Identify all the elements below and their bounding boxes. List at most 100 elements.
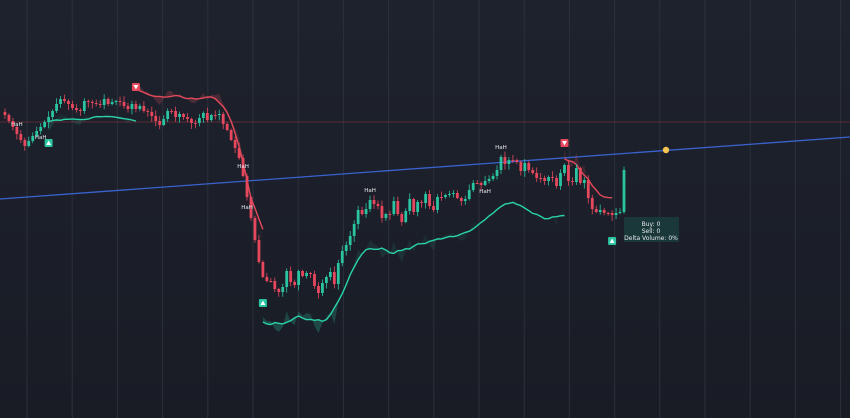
candle-body — [146, 111, 150, 112]
candle-body — [515, 160, 519, 162]
candle-body — [233, 140, 237, 148]
candle-body — [551, 177, 554, 178]
candle-body — [63, 99, 66, 101]
candle-body — [75, 108, 78, 110]
candle-body — [451, 193, 455, 194]
candle-body — [78, 110, 82, 111]
candle-body — [328, 272, 332, 277]
candle-body — [15, 127, 19, 134]
candle-body — [412, 199, 416, 212]
candle-body — [380, 206, 384, 218]
candle-body — [217, 114, 221, 115]
candle-body — [122, 102, 126, 106]
candle-body — [293, 282, 297, 285]
candle-body — [368, 200, 372, 209]
candle-body — [388, 214, 392, 215]
candle-body — [265, 277, 269, 281]
candle-body — [376, 204, 380, 206]
candle-body — [98, 104, 102, 105]
down-arrow-icon — [561, 141, 567, 146]
candle-body — [531, 170, 535, 173]
candle-body — [269, 281, 273, 282]
candle-body — [590, 198, 594, 209]
candle-body — [563, 165, 566, 173]
candle-body — [340, 251, 344, 263]
candle-body — [594, 209, 598, 212]
candle-body — [82, 101, 86, 111]
delta-volume-row: Delta Volume: 0% — [624, 235, 678, 242]
candle-body — [86, 101, 90, 102]
candle-body — [170, 111, 174, 112]
level-label: HaH — [11, 122, 23, 128]
candle-body — [432, 206, 435, 210]
candle-body — [428, 194, 431, 206]
candle-body — [444, 195, 447, 197]
candle-body — [253, 218, 257, 240]
candle-body — [555, 178, 558, 186]
candle-body — [209, 115, 213, 120]
up-arrow-icon — [609, 238, 615, 243]
candle-body — [543, 178, 547, 181]
candle-body — [610, 213, 614, 215]
candle-body — [519, 162, 523, 171]
candle-body — [487, 179, 491, 181]
candle-body — [547, 177, 550, 181]
candle-body — [527, 163, 531, 170]
candle-body — [11, 121, 15, 127]
candle-body — [523, 163, 527, 171]
candle-body — [582, 180, 586, 183]
candle-body — [23, 140, 27, 146]
candle-body — [190, 119, 193, 123]
candle-body — [221, 114, 225, 124]
candle-body — [237, 148, 241, 158]
candle-body — [559, 173, 562, 186]
bullish-band — [48, 115, 137, 123]
level-label: HaH — [364, 188, 376, 194]
candle-body — [134, 104, 138, 109]
down-arrow-icon — [133, 85, 139, 90]
level-label: HaH — [35, 135, 47, 141]
candle-body — [436, 197, 439, 210]
candle-body — [257, 240, 261, 262]
candle-body — [35, 131, 39, 136]
level-label: HaH — [495, 145, 507, 151]
candle-body — [467, 190, 471, 199]
candle-body — [332, 272, 336, 284]
candle-body — [348, 236, 352, 245]
candle-body — [475, 183, 479, 184]
candle-body — [336, 263, 340, 284]
candle-body — [273, 281, 277, 289]
candle-body — [622, 170, 626, 212]
candle-body — [110, 102, 114, 104]
candle-body — [249, 197, 253, 218]
candle-body — [245, 176, 249, 197]
volume-info-box: Buy: 0 Sell: 0 Delta Volume: 0% — [624, 217, 679, 242]
candle-body — [90, 102, 94, 103]
candle-body — [424, 194, 427, 203]
candle-body — [305, 273, 308, 276]
candle-body — [483, 181, 487, 185]
candle-body — [138, 106, 142, 109]
candle-body — [364, 209, 368, 214]
bearish-band — [135, 88, 264, 230]
candle-body — [55, 104, 58, 111]
candle-body — [213, 115, 217, 116]
candle-body — [440, 197, 443, 198]
candle-body — [344, 245, 348, 251]
candle-body — [372, 200, 376, 204]
bullish-band-fill — [262, 197, 565, 333]
candle-body — [578, 168, 582, 183]
candle-body — [396, 201, 400, 214]
candle-body — [31, 136, 35, 141]
candle-body — [618, 212, 622, 213]
candle-body — [158, 121, 162, 125]
candle-body — [225, 124, 229, 130]
candle-body — [67, 101, 70, 104]
candle-body — [142, 106, 146, 111]
candle-body — [51, 111, 54, 117]
candle-body — [416, 202, 420, 212]
candle-body — [229, 130, 233, 140]
candle-body — [479, 183, 483, 185]
candle-body — [313, 274, 316, 286]
